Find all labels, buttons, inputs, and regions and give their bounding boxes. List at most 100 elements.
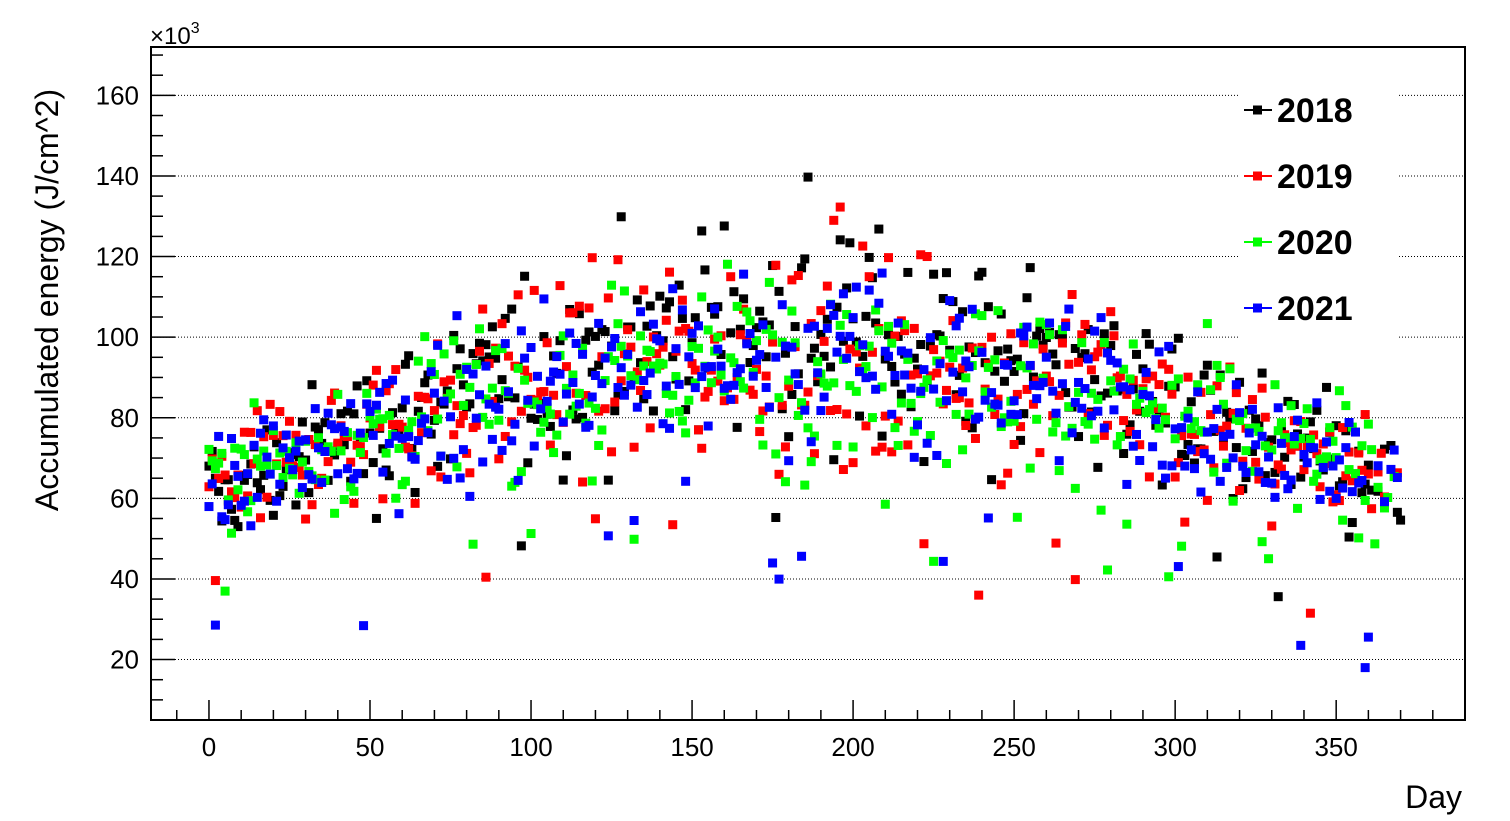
data-point-2018 xyxy=(739,294,749,304)
data-point-2020 xyxy=(742,307,752,317)
data-point-2021 xyxy=(729,380,739,390)
data-point-2021 xyxy=(809,321,819,331)
data-point-2021 xyxy=(1077,403,1087,413)
data-point-2021 xyxy=(574,399,584,409)
data-point-2018 xyxy=(1025,263,1035,273)
data-point-2021 xyxy=(503,387,513,397)
data-point-2018 xyxy=(507,304,517,314)
data-point-2019 xyxy=(1212,381,1222,391)
data-point-2020 xyxy=(1086,388,1096,398)
data-point-2018 xyxy=(1225,414,1235,424)
data-point-2021 xyxy=(684,352,694,362)
data-point-2019 xyxy=(1019,338,1029,348)
data-point-2020 xyxy=(1128,339,1138,349)
data-point-2021 xyxy=(690,383,700,393)
data-point-2020 xyxy=(268,426,278,436)
data-point-2021 xyxy=(903,348,913,358)
data-point-2020 xyxy=(468,539,478,549)
data-point-2020 xyxy=(1360,495,1370,505)
data-point-2021 xyxy=(368,430,378,440)
data-point-2021 xyxy=(703,421,713,431)
data-point-2018 xyxy=(452,364,462,374)
data-point-2021 xyxy=(938,556,948,566)
data-point-2020 xyxy=(1202,319,1212,329)
data-point-2021 xyxy=(433,340,443,350)
y-multiplier: ×103 xyxy=(150,20,200,50)
data-point-2020 xyxy=(407,417,417,427)
data-point-2021 xyxy=(400,395,410,405)
data-point-2019 xyxy=(1006,329,1016,339)
data-point-2018 xyxy=(1367,485,1377,495)
data-point-2021 xyxy=(532,371,542,381)
data-point-2018 xyxy=(478,356,488,366)
data-point-2020 xyxy=(1183,406,1193,416)
data-point-2020 xyxy=(735,377,745,387)
data-point-2020 xyxy=(616,341,626,351)
data-point-2020 xyxy=(1379,503,1389,513)
data-point-2018 xyxy=(938,294,948,304)
data-point-2018 xyxy=(803,172,813,182)
data-point-2021 xyxy=(845,331,855,341)
data-point-2020 xyxy=(1035,317,1045,327)
data-point-2019 xyxy=(446,375,456,385)
data-point-2018 xyxy=(1093,462,1103,472)
data-point-2020 xyxy=(1260,441,1270,451)
data-point-2021 xyxy=(867,371,877,381)
data-point-2019 xyxy=(626,342,636,352)
data-point-2020 xyxy=(948,353,958,363)
data-point-2019 xyxy=(964,398,974,408)
data-point-2018 xyxy=(684,376,694,386)
data-point-2018 xyxy=(523,458,533,468)
data-point-2021 xyxy=(1193,387,1203,397)
data-point-2021 xyxy=(713,344,723,354)
data-point-2020 xyxy=(954,345,964,355)
data-point-2019 xyxy=(816,306,826,316)
data-point-2019 xyxy=(1157,359,1167,369)
data-point-2019 xyxy=(954,393,964,403)
data-point-2019 xyxy=(1109,331,1119,341)
data-point-2019 xyxy=(1222,421,1232,431)
data-point-2021 xyxy=(735,364,745,374)
data-point-2018 xyxy=(1296,472,1306,482)
data-point-2021 xyxy=(1212,404,1222,414)
data-point-2020 xyxy=(970,309,980,319)
data-point-2018 xyxy=(745,358,755,368)
data-point-2021 xyxy=(426,367,436,377)
data-point-2021 xyxy=(1067,428,1077,438)
data-point-2019 xyxy=(919,539,929,549)
data-point-2020 xyxy=(977,311,987,321)
data-point-2019 xyxy=(1148,371,1158,381)
data-point-2018 xyxy=(574,309,584,319)
data-point-2021 xyxy=(616,363,626,373)
data-point-2021 xyxy=(922,438,932,448)
data-point-2021 xyxy=(629,516,639,526)
data-point-2021 xyxy=(1074,377,1084,387)
data-point-2020 xyxy=(1074,387,1084,397)
data-point-2021 xyxy=(896,346,906,356)
data-point-2019 xyxy=(1228,408,1238,418)
data-point-2020 xyxy=(433,414,443,424)
data-point-2020 xyxy=(233,485,243,495)
data-point-2019 xyxy=(623,325,633,335)
data-point-2018 xyxy=(1392,507,1402,517)
legend-marker xyxy=(1253,105,1262,115)
data-point-2020 xyxy=(413,356,423,366)
data-point-2020 xyxy=(1028,339,1038,349)
data-point-2020 xyxy=(481,394,491,404)
data-point-2021 xyxy=(388,375,398,385)
data-point-2018 xyxy=(861,311,871,321)
data-point-2019 xyxy=(268,430,278,440)
data-point-2021 xyxy=(594,318,604,328)
data-point-2018 xyxy=(1344,532,1354,542)
data-point-2020 xyxy=(797,398,807,408)
data-point-2020 xyxy=(668,390,678,400)
data-point-2019 xyxy=(549,390,559,400)
data-point-2021 xyxy=(539,294,549,304)
data-point-2020 xyxy=(1247,466,1257,476)
data-point-2021 xyxy=(819,392,829,402)
data-point-2020 xyxy=(980,387,990,397)
data-point-2020 xyxy=(1209,467,1219,477)
data-point-2021 xyxy=(355,428,365,438)
data-point-2021 xyxy=(555,369,565,379)
data-point-2021 xyxy=(587,392,597,402)
